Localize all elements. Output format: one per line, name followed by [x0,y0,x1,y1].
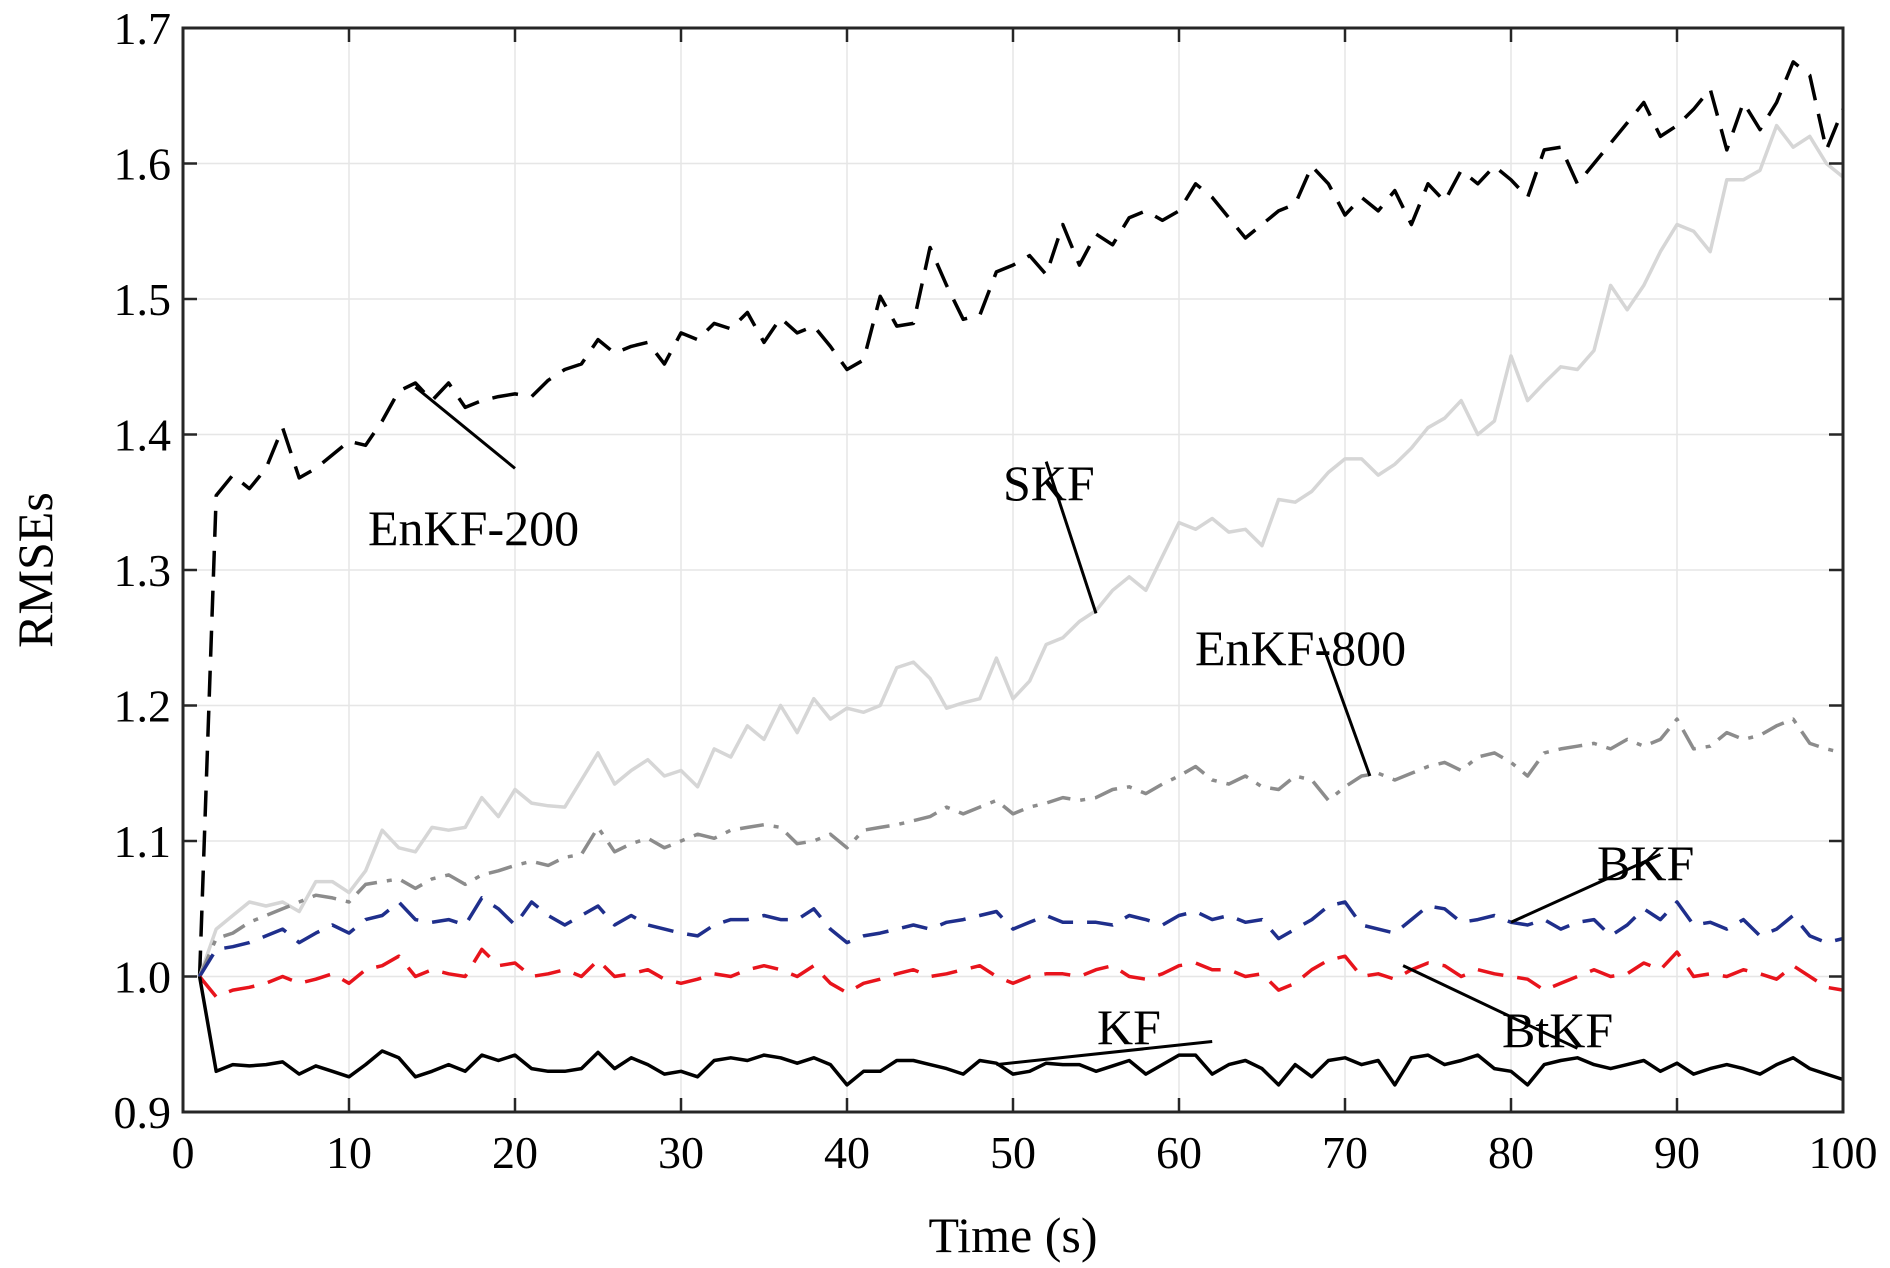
series-line-enkf-200 [197,60,1845,977]
annotation-leader [1402,964,1579,1050]
y-tick-label: 1.1 [114,816,172,867]
x-tick-label: 20 [492,1127,538,1178]
y-tick-label: 1.5 [114,274,172,325]
series-line-bkf [198,896,1844,978]
annotation-label-enkf-200: EnKF-200 [368,500,579,556]
x-tick-label: 80 [1488,1127,1534,1178]
y-tick-label: 1.3 [114,545,172,596]
annotation-label-btkf: BtKF [1502,1002,1613,1058]
axis-ticks [181,26,1845,1114]
y-axis-title: RMSEs [7,492,63,648]
x-tick-label: 100 [1809,1127,1878,1178]
series-lines [197,60,1845,1087]
x-tick-label: 10 [326,1127,372,1178]
annotation-layer: EnKF-200 SKF EnKF-800 BKF BtKF KF [368,385,1694,1067]
annotation-leader [1510,853,1662,924]
series-line-skf [197,123,1845,978]
y-tick-label: 1.0 [114,952,172,1003]
annotation-label-enkf-800: EnKF-800 [1195,620,1406,676]
series-line-btkf [198,947,1844,999]
x-tick-label: 40 [824,1127,870,1178]
x-tick-label: 30 [658,1127,704,1178]
annotation-leader [1318,637,1372,777]
y-tick-label: 1.2 [114,681,172,732]
y-tick-label: 1.6 [114,139,172,190]
annotation-label-skf: SKF [1003,455,1095,511]
x-tick-label: 60 [1156,1127,1202,1178]
y-tick-label: 0.9 [114,1087,172,1138]
annotation-label-bkf: BKF [1597,835,1694,891]
y-tick-label: 1.4 [114,410,172,461]
x-axis-title: Time (s) [928,1207,1097,1263]
x-tick-label: 50 [990,1127,1036,1178]
annotation-label-kf: KF [1097,999,1161,1055]
series-line-kf [197,976,1844,1087]
x-tick-label: 90 [1654,1127,1700,1178]
x-tick-label: 0 [172,1127,195,1178]
x-tick-label: 70 [1322,1127,1368,1178]
annotation-leader [996,1040,1213,1067]
series-line-enkf-800 [197,717,1844,978]
annotation-leader [414,385,516,470]
annotation-leader [1044,461,1098,614]
y-tick-label: 1.7 [114,3,172,54]
